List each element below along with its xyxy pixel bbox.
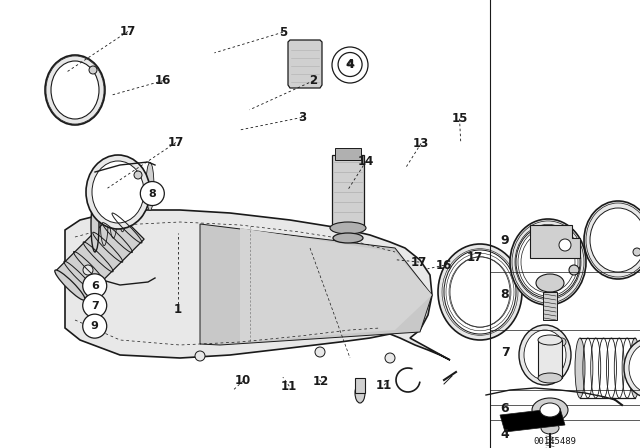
Bar bbox=[355, 378, 365, 393]
Polygon shape bbox=[288, 40, 322, 88]
Text: 5: 5 bbox=[279, 26, 287, 39]
Ellipse shape bbox=[538, 373, 562, 383]
Ellipse shape bbox=[516, 226, 580, 298]
Circle shape bbox=[385, 353, 395, 363]
Polygon shape bbox=[200, 224, 432, 345]
Circle shape bbox=[83, 265, 93, 275]
Polygon shape bbox=[56, 211, 144, 299]
Ellipse shape bbox=[55, 270, 85, 300]
Circle shape bbox=[83, 293, 107, 318]
Circle shape bbox=[89, 66, 97, 74]
Text: 8: 8 bbox=[500, 289, 509, 302]
Text: 9: 9 bbox=[500, 233, 509, 246]
Text: 7: 7 bbox=[91, 301, 99, 310]
Text: 3: 3 bbox=[298, 111, 306, 124]
Ellipse shape bbox=[532, 398, 568, 422]
Circle shape bbox=[140, 181, 164, 206]
Ellipse shape bbox=[330, 222, 366, 234]
Text: 4: 4 bbox=[500, 428, 509, 441]
Polygon shape bbox=[240, 228, 432, 342]
Text: 14: 14 bbox=[358, 155, 374, 168]
Ellipse shape bbox=[519, 325, 571, 385]
Ellipse shape bbox=[45, 55, 105, 125]
Text: 17: 17 bbox=[411, 255, 428, 269]
Text: 13: 13 bbox=[413, 137, 429, 150]
Text: 10: 10 bbox=[235, 374, 252, 388]
Text: 6: 6 bbox=[91, 281, 99, 291]
Text: 4: 4 bbox=[346, 60, 354, 69]
Text: 2: 2 bbox=[310, 74, 317, 87]
Text: 12: 12 bbox=[313, 375, 330, 388]
Ellipse shape bbox=[524, 330, 566, 380]
Ellipse shape bbox=[146, 163, 154, 211]
Ellipse shape bbox=[444, 250, 516, 334]
Ellipse shape bbox=[629, 343, 640, 393]
Ellipse shape bbox=[538, 335, 562, 345]
Text: 16: 16 bbox=[436, 258, 452, 272]
Ellipse shape bbox=[333, 233, 363, 243]
Circle shape bbox=[633, 248, 640, 256]
Ellipse shape bbox=[510, 219, 586, 305]
Circle shape bbox=[332, 47, 368, 83]
Ellipse shape bbox=[536, 274, 564, 292]
Ellipse shape bbox=[540, 403, 560, 417]
Text: 8: 8 bbox=[148, 189, 156, 198]
Circle shape bbox=[83, 314, 107, 338]
Polygon shape bbox=[530, 225, 580, 258]
Bar bbox=[332, 155, 364, 225]
Text: 1: 1 bbox=[174, 302, 182, 316]
Circle shape bbox=[569, 265, 579, 275]
Circle shape bbox=[134, 171, 142, 179]
Polygon shape bbox=[65, 210, 450, 360]
Polygon shape bbox=[500, 408, 565, 432]
Bar bbox=[543, 292, 557, 320]
Circle shape bbox=[558, 338, 566, 346]
Text: 9: 9 bbox=[91, 321, 99, 331]
Bar bbox=[538, 340, 562, 378]
Bar bbox=[335, 148, 361, 160]
Text: 17: 17 bbox=[467, 250, 483, 264]
Text: 16: 16 bbox=[155, 74, 172, 87]
Ellipse shape bbox=[86, 155, 150, 229]
Text: 17: 17 bbox=[168, 136, 184, 149]
Text: 15: 15 bbox=[451, 112, 468, 125]
Ellipse shape bbox=[630, 338, 640, 398]
Ellipse shape bbox=[355, 383, 365, 403]
Circle shape bbox=[338, 52, 362, 77]
Circle shape bbox=[559, 239, 571, 251]
Text: 4: 4 bbox=[346, 59, 355, 72]
Ellipse shape bbox=[590, 208, 640, 272]
Text: 11: 11 bbox=[376, 379, 392, 392]
Ellipse shape bbox=[575, 338, 585, 398]
Text: 11: 11 bbox=[281, 379, 298, 393]
Text: 6: 6 bbox=[500, 401, 509, 414]
Circle shape bbox=[83, 274, 107, 298]
Text: 17: 17 bbox=[120, 25, 136, 38]
Ellipse shape bbox=[92, 161, 144, 223]
Ellipse shape bbox=[584, 201, 640, 279]
Text: 00145489: 00145489 bbox=[534, 438, 577, 447]
Text: 7: 7 bbox=[500, 345, 509, 358]
Circle shape bbox=[315, 347, 325, 357]
Ellipse shape bbox=[51, 61, 99, 119]
Ellipse shape bbox=[91, 198, 99, 252]
Circle shape bbox=[195, 351, 205, 361]
Ellipse shape bbox=[624, 338, 640, 398]
Ellipse shape bbox=[438, 244, 522, 340]
Ellipse shape bbox=[541, 422, 559, 434]
